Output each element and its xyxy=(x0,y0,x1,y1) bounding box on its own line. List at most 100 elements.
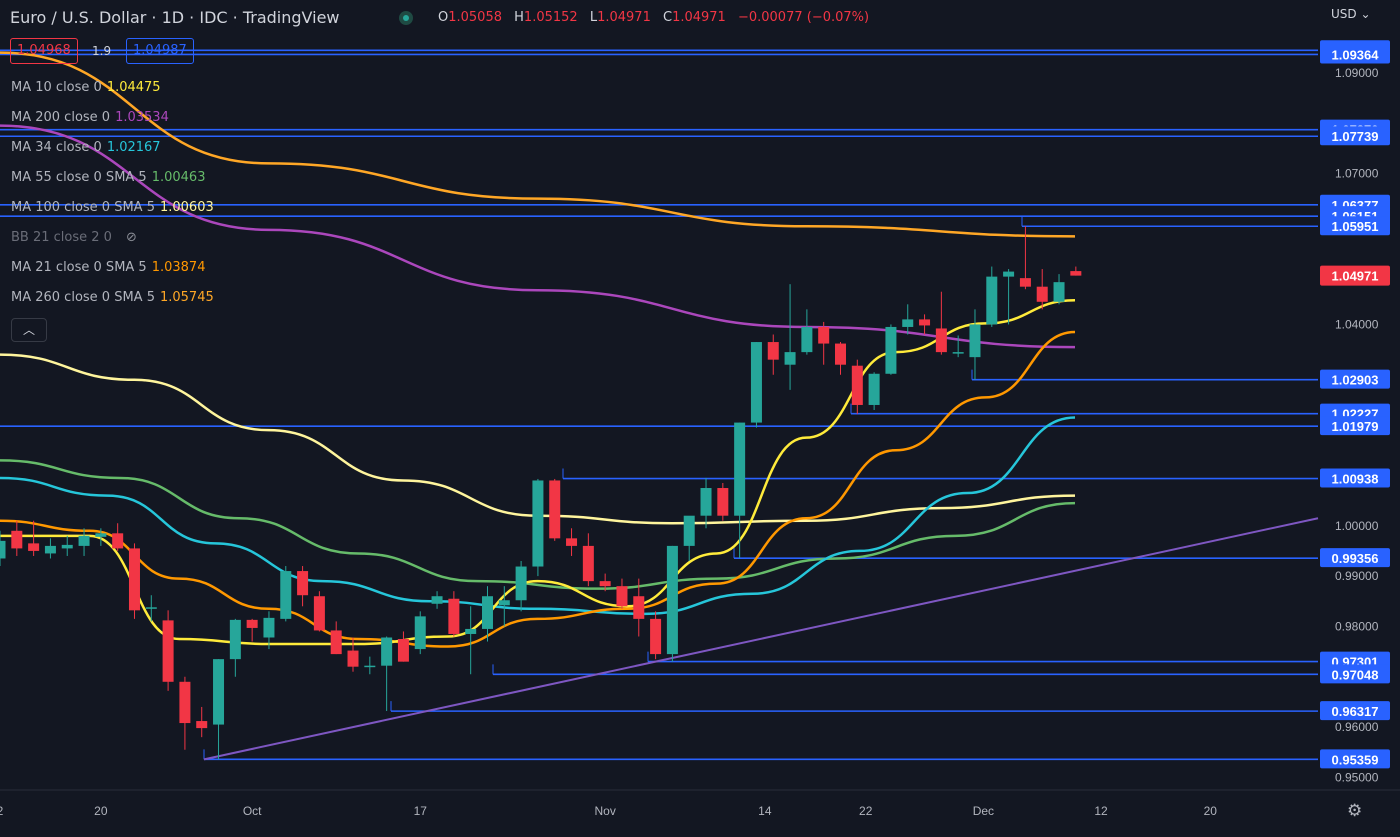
level-tag-6 xyxy=(1320,216,1390,236)
legend-label: MA 21 close 0 SMA 5 xyxy=(11,260,147,275)
candle-body-63 xyxy=(1053,282,1065,302)
candle-body-46 xyxy=(767,342,779,360)
close-value: 1.04971 xyxy=(672,10,726,25)
time-tick-1: 20 xyxy=(94,804,108,818)
legend-row-0[interactable]: MA 10 close 0 1.04475 xyxy=(11,80,161,95)
candle-body-21 xyxy=(347,650,359,667)
legend-label: MA 200 close 0 xyxy=(11,110,111,125)
legend-row-6[interactable]: MA 21 close 0 SMA 5 1.03874 xyxy=(11,260,205,275)
level-tag-10 xyxy=(1320,468,1390,488)
currency-label: USD xyxy=(1331,7,1357,21)
legend-row-3[interactable]: MA 55 close 0 SMA 5 1.00463 xyxy=(11,170,205,185)
candle-body-49 xyxy=(818,326,830,344)
settings-gear-icon[interactable]: ⚙ xyxy=(1347,801,1363,821)
time-tick-7: Dec xyxy=(973,804,994,818)
legend-row-1[interactable]: MA 200 close 0 1.03534 xyxy=(11,110,169,125)
candle-body-4 xyxy=(61,544,73,549)
low-key: L xyxy=(589,10,598,25)
candle-body-0 xyxy=(0,540,6,559)
spread-value: 1.9 xyxy=(92,44,112,58)
candle-body-29 xyxy=(481,596,493,629)
time-tick-6: 22 xyxy=(859,804,873,818)
candle-body-12 xyxy=(196,721,208,729)
ma-line-ma260 xyxy=(0,51,1076,238)
currency-selector[interactable]: USD ⌄ xyxy=(1331,7,1371,21)
sell-button[interactable]: 1.04968 xyxy=(10,38,78,64)
legend-row-5[interactable]: BB 21 close 2 0 ⊘ xyxy=(11,230,137,245)
candle-body-48 xyxy=(801,326,813,353)
candle-body-37 xyxy=(616,586,628,607)
ma-line-ma10 xyxy=(0,299,1076,646)
price-tick-4: 1.00000 xyxy=(1335,519,1379,533)
symbol-title[interactable]: Euro / U.S. Dollar · 1D · IDC · TradingV… xyxy=(10,8,340,27)
eye-off-icon[interactable]: ⊘ xyxy=(125,230,137,245)
candle-body-36 xyxy=(599,581,611,587)
level-label-6: 1.05951 xyxy=(1332,219,1379,234)
legend-label: MA 55 close 0 SMA 5 xyxy=(11,170,147,185)
legend-value: 1.00603 xyxy=(159,200,214,215)
candle-body-40 xyxy=(666,545,678,655)
candle-body-38 xyxy=(633,596,645,619)
price-tick-2: 1.04000 xyxy=(1335,317,1379,331)
candle-body-62 xyxy=(1036,286,1048,302)
candle-body-64 xyxy=(1070,271,1082,276)
candle-body-22 xyxy=(364,665,376,668)
price-tick-0: 1.09000 xyxy=(1335,66,1379,80)
candle-body-11 xyxy=(179,681,191,724)
level-tag-13 xyxy=(1320,664,1390,684)
candle-body-43 xyxy=(717,488,729,516)
level-label-15: 0.95359 xyxy=(1332,752,1379,767)
time-tick-3: 17 xyxy=(414,804,428,818)
last-price-label: 1.04971 xyxy=(1332,269,1379,284)
time-tick-0: 2 xyxy=(0,804,4,818)
buy-button[interactable]: 1.04987 xyxy=(126,38,194,64)
level-label-3: 1.07739 xyxy=(1332,129,1379,144)
legend-row-4[interactable]: MA 100 close 0 SMA 5 1.00603 xyxy=(11,200,214,215)
ma-line-ma55 xyxy=(0,459,1076,590)
chevron-down-icon: ⌄ xyxy=(1360,7,1371,21)
legend-value: 1.00463 xyxy=(151,170,206,185)
price-tick-5: 0.99000 xyxy=(1335,569,1379,583)
low-value: 1.04971 xyxy=(597,10,651,25)
candle-body-25 xyxy=(414,616,426,650)
open-value: 1.05058 xyxy=(448,10,502,25)
price-tick-6: 0.98000 xyxy=(1335,619,1379,633)
chevron-up-icon: ︿ xyxy=(22,323,35,337)
candle-body-50 xyxy=(835,343,846,365)
candle-body-41 xyxy=(683,515,695,546)
price-tick-8: 0.95000 xyxy=(1335,770,1379,784)
candle-body-26 xyxy=(431,596,443,604)
candle-body-27 xyxy=(448,598,460,634)
candle-body-59 xyxy=(986,276,998,325)
level-tag-7 xyxy=(1320,369,1390,389)
candle-body-56 xyxy=(935,328,947,353)
candle-body-23 xyxy=(381,637,393,666)
candle-body-58 xyxy=(969,324,981,358)
legend-label: MA 100 close 0 SMA 5 xyxy=(11,200,155,215)
candle-body-8 xyxy=(128,548,140,611)
level-label-9: 1.01979 xyxy=(1332,419,1379,434)
legend-row-2[interactable]: MA 34 close 0 1.02167 xyxy=(11,140,161,155)
time-tick-2: Oct xyxy=(243,804,262,818)
candle-body-13 xyxy=(213,659,225,725)
level-label-11: 0.99356 xyxy=(1332,551,1379,566)
candle-body-54 xyxy=(902,319,914,327)
candle-body-15 xyxy=(246,619,258,628)
candle-body-28 xyxy=(465,628,477,634)
trendline xyxy=(203,517,1319,761)
candle-body-52 xyxy=(868,373,880,405)
legend-value: 1.02167 xyxy=(106,140,161,155)
legend-row-7[interactable]: MA 260 close 0 SMA 5 1.05745 xyxy=(11,290,214,305)
candle-body-2 xyxy=(28,543,40,551)
level-tag-3 xyxy=(1320,126,1390,146)
market-open-icon xyxy=(399,11,413,25)
collapse-legend-button[interactable]: ︿ xyxy=(11,318,47,342)
legend-value: 1.05745 xyxy=(159,290,214,305)
candle-body-61 xyxy=(1019,278,1031,287)
candle-body-17 xyxy=(280,571,292,619)
candle-body-33 xyxy=(549,480,561,539)
change-value: −0.00077 (−0.07%) xyxy=(737,10,870,25)
price-tick-7: 0.96000 xyxy=(1335,720,1379,734)
level-label-14: 0.96317 xyxy=(1332,704,1379,719)
